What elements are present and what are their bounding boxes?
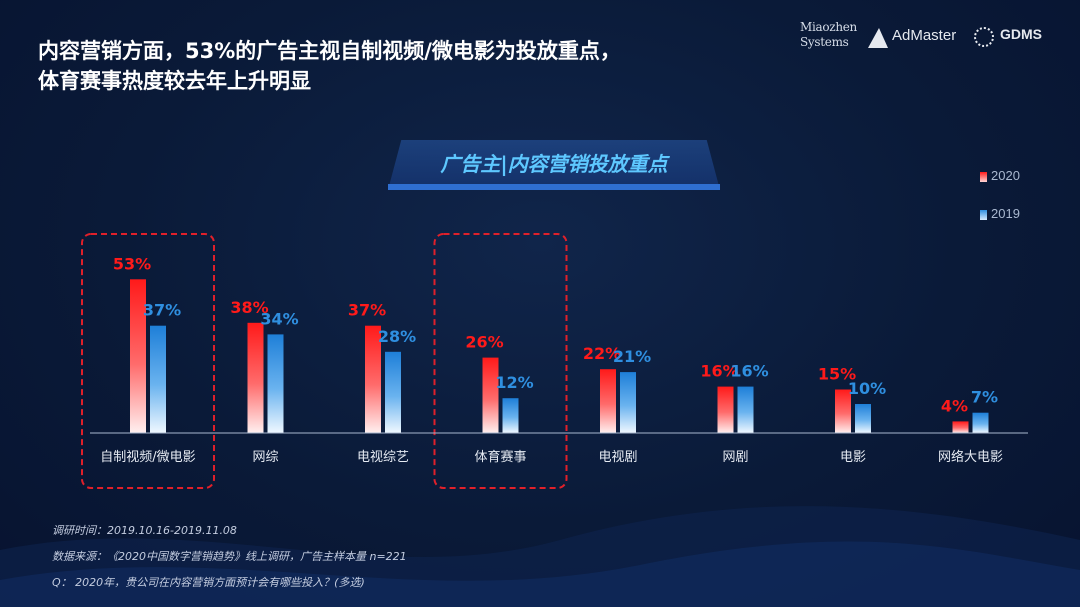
background-wave (0, 506, 1080, 607)
data-label-2019-cat-4: 21% (613, 347, 651, 366)
bar-2020-cat-1 (247, 322, 264, 433)
bar-2020-cat-2 (365, 325, 381, 433)
data-label-2020-cat-4: 22% (583, 344, 621, 363)
data-label-2020-cat-7: 4% (941, 396, 968, 415)
category-label-cat-5: 网剧 (722, 450, 748, 465)
data-label-2019-cat-7: 7% (971, 388, 998, 407)
bar-2019-cat-7 (972, 412, 989, 433)
data-label-2019-cat-2: 28% (378, 327, 416, 346)
bar-2020-cat-6 (835, 389, 851, 433)
data-label-2020-cat-0: 53% (113, 254, 151, 273)
data-label-2020-cat-2: 37% (348, 301, 386, 320)
bar-2020-cat-5 (717, 386, 734, 433)
chart-title: 广告主|内容营销投放重点 (440, 152, 668, 176)
gdms-logo-icon (974, 27, 994, 47)
admaster-logo: AdMaster (868, 26, 964, 52)
footnotes: 调研时间：2019.10.16-2019.11.08 数据来源：《2020中国数… (52, 518, 407, 596)
data-label-2019-cat-0: 37% (143, 301, 181, 320)
category-label-cat-4: 电视剧 (598, 450, 637, 465)
gdms-logo: GDMS (974, 26, 1060, 52)
category-label-cat-0: 自制视频/微电影 (100, 450, 195, 465)
data-label-2019-cat-1: 34% (260, 309, 298, 328)
category-label-cat-1: 网综 (252, 450, 278, 465)
data-label-2019-cat-6: 10% (848, 379, 886, 398)
admaster-logo-text: AdMaster (892, 27, 957, 44)
data-label-2020-cat-5: 16% (700, 362, 738, 381)
footnote-survey-time: 调研时间：2019.10.16-2019.11.08 (52, 524, 237, 537)
bar-2019-cat-4 (620, 372, 636, 433)
bar-2020-cat-4 (600, 369, 616, 433)
category-label-cat-2: 电视综艺 (357, 450, 409, 465)
headline-line-2: 体育赛事热度较去年上升明显 (38, 69, 311, 93)
footnote-source: 数据来源：《2020中国数字营销趋势》线上调研，广告主样本量 n=221 (52, 550, 407, 563)
bar-2019-cat-0 (150, 325, 166, 433)
background-wave-front (0, 541, 1080, 607)
bar-2020-cat-3 (482, 357, 499, 433)
bar-2019-cat-5 (737, 386, 754, 433)
chart-title-banner: 广告主|内容营销投放重点 (388, 140, 720, 190)
category-label-cat-7: 网络大电影 (938, 449, 1003, 465)
miaozhen-logo: Miaozhen Systems (800, 20, 860, 50)
category-label-cat-6: 电影 (840, 450, 866, 465)
background-wave-back (0, 506, 1080, 607)
data-label-2020-cat-1: 38% (230, 298, 268, 317)
logo-group: Miaozhen Systems AdMaster GDMS (790, 18, 1060, 58)
highlight-box-cat-3 (433, 233, 568, 489)
legend-label-2019: 2019 (991, 206, 1020, 221)
highlight-box-cat-0 (81, 233, 215, 489)
miaozhen-logo-line-1: Miaozhen (800, 20, 857, 34)
category-label-cat-3: 体育赛事 (474, 449, 526, 465)
bar-2020-cat-7 (952, 421, 969, 433)
bar-2019-cat-6 (855, 404, 871, 433)
legend-swatch-2020 (980, 172, 987, 182)
data-label-2019-cat-5: 16% (730, 362, 768, 381)
legend-label-2020: 2020 (991, 168, 1020, 183)
data-label-2019-cat-3: 12% (495, 373, 533, 392)
headline-line-1: 内容营销方面，53%的广告主视自制视频/微电影为投放重点， (38, 39, 621, 63)
chart-title-banner-strip (388, 184, 720, 190)
bar-2019-cat-3 (502, 398, 519, 433)
bar-2019-cat-2 (385, 351, 401, 433)
chart-title-banner-background (388, 140, 720, 190)
bar-chart: 53% 37% 38%34% 37% 28% 26% 12% 22%21% 16%16% 15%1… (81, 233, 1028, 489)
page-headline: 内容营销方面，53%的广告主视自制视频/微电影为投放重点， 体育赛事热度较去年上… (38, 36, 621, 96)
data-label-2020-cat-6: 15% (818, 365, 856, 384)
footnote-question: Q： 2020年，贵公司在内容营销方面预计会有哪些投入？(多选) (52, 576, 365, 589)
data-label-2020-cat-3: 26% (465, 333, 503, 352)
legend-swatch-2019 (980, 210, 987, 220)
bar-2019-cat-1 (267, 334, 284, 433)
miaozhen-logo-line-2: Systems (800, 35, 849, 49)
gdms-logo-text: GDMS (1000, 26, 1042, 42)
bar-2020-cat-0 (130, 279, 146, 433)
